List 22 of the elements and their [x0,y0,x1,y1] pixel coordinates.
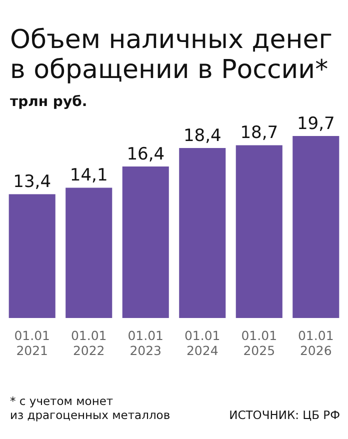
data-label: 19,7 [296,114,335,134]
x-tick-label: 01.01 2024 [184,328,220,358]
bar [66,188,112,318]
data-label: 14,1 [70,166,108,186]
bar [236,145,282,318]
bar [122,166,169,318]
x-tick-label: 01.01 2023 [128,328,164,358]
text: ИСТОЧНИК: ЦБ РФ [229,408,340,422]
bar [292,136,340,318]
bar [179,148,226,318]
chart-title: Объем наличных денег в обращении в России* [10,25,332,85]
data-label: 16,4 [126,144,165,164]
data-label: 18,4 [183,126,222,146]
data-label: 13,4 [13,172,52,192]
x-tick-label: 01.01 2021 [14,328,50,358]
chart-subtitle: трлн руб. [10,94,88,110]
x-tick-label: 01.01 2022 [70,328,107,358]
x-tick-label: 01.01 2026 [298,328,334,358]
x-tick-label: 01.01 2025 [241,328,278,358]
data-label: 18,7 [240,123,278,144]
text: * с учетом монет из драгоценных металлов [10,394,170,422]
bar [8,194,56,318]
